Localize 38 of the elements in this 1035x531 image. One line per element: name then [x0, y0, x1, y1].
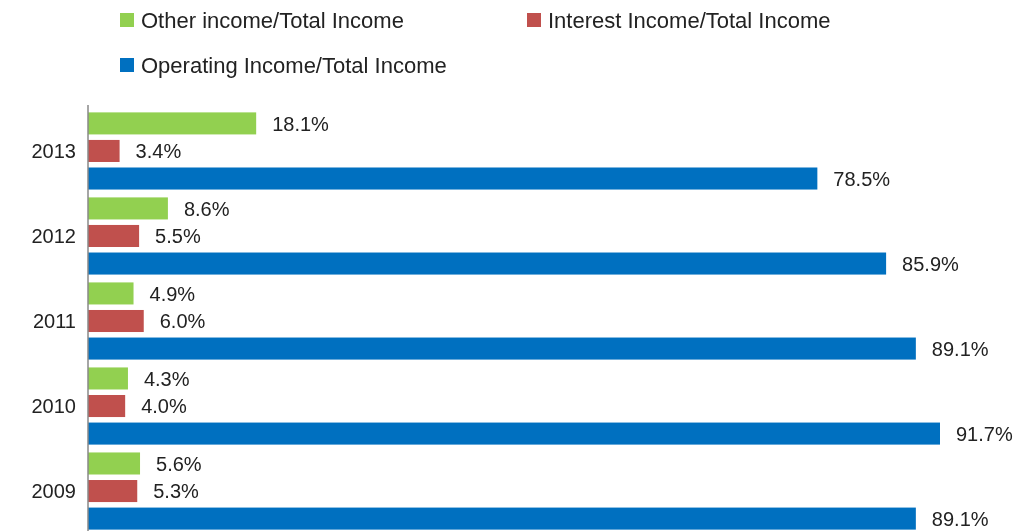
bar	[88, 224, 140, 247]
data-label: 18.1%	[272, 112, 330, 135]
data-label: 6.0%	[159, 310, 206, 333]
legend-label: Other income/Total Income	[141, 7, 404, 33]
data-label: 3.4%	[135, 140, 182, 163]
bar	[88, 507, 916, 530]
y-tick-label: 2013	[31, 140, 76, 163]
bar	[88, 337, 916, 360]
legend-label: Operating Income/Total Income	[141, 52, 447, 78]
data-label: 4.0%	[141, 395, 187, 418]
data-label: 85.9%	[902, 252, 960, 275]
bar	[88, 197, 168, 220]
bar	[88, 422, 940, 445]
data-label: 78.5%	[833, 167, 891, 190]
bar	[88, 367, 128, 390]
y-tick-label: 2010	[31, 395, 76, 418]
bar	[88, 252, 887, 275]
bar	[88, 480, 138, 503]
bar	[88, 282, 134, 305]
data-label: 89.1%	[931, 337, 989, 360]
y-tick-label: 2012	[31, 225, 76, 248]
data-label: 89.1%	[931, 507, 989, 530]
data-label: 5.3%	[153, 480, 200, 503]
data-label: 91.7%	[956, 422, 1013, 445]
data-label: 4.3%	[143, 367, 190, 390]
data-label: 5.6%	[156, 452, 202, 475]
y-tick-label: 2011	[32, 310, 76, 333]
legend-label: Interest Income/Total Income	[548, 7, 831, 33]
y-tick-label: 2009	[31, 480, 76, 503]
data-label: 4.9%	[149, 282, 196, 305]
bar	[88, 167, 818, 190]
bar	[88, 452, 141, 475]
data-label: 5.5%	[155, 225, 201, 248]
bar	[88, 139, 120, 162]
bar	[88, 395, 126, 418]
bar	[88, 112, 257, 135]
data-label: 8.6%	[183, 197, 230, 220]
bar	[88, 309, 144, 333]
